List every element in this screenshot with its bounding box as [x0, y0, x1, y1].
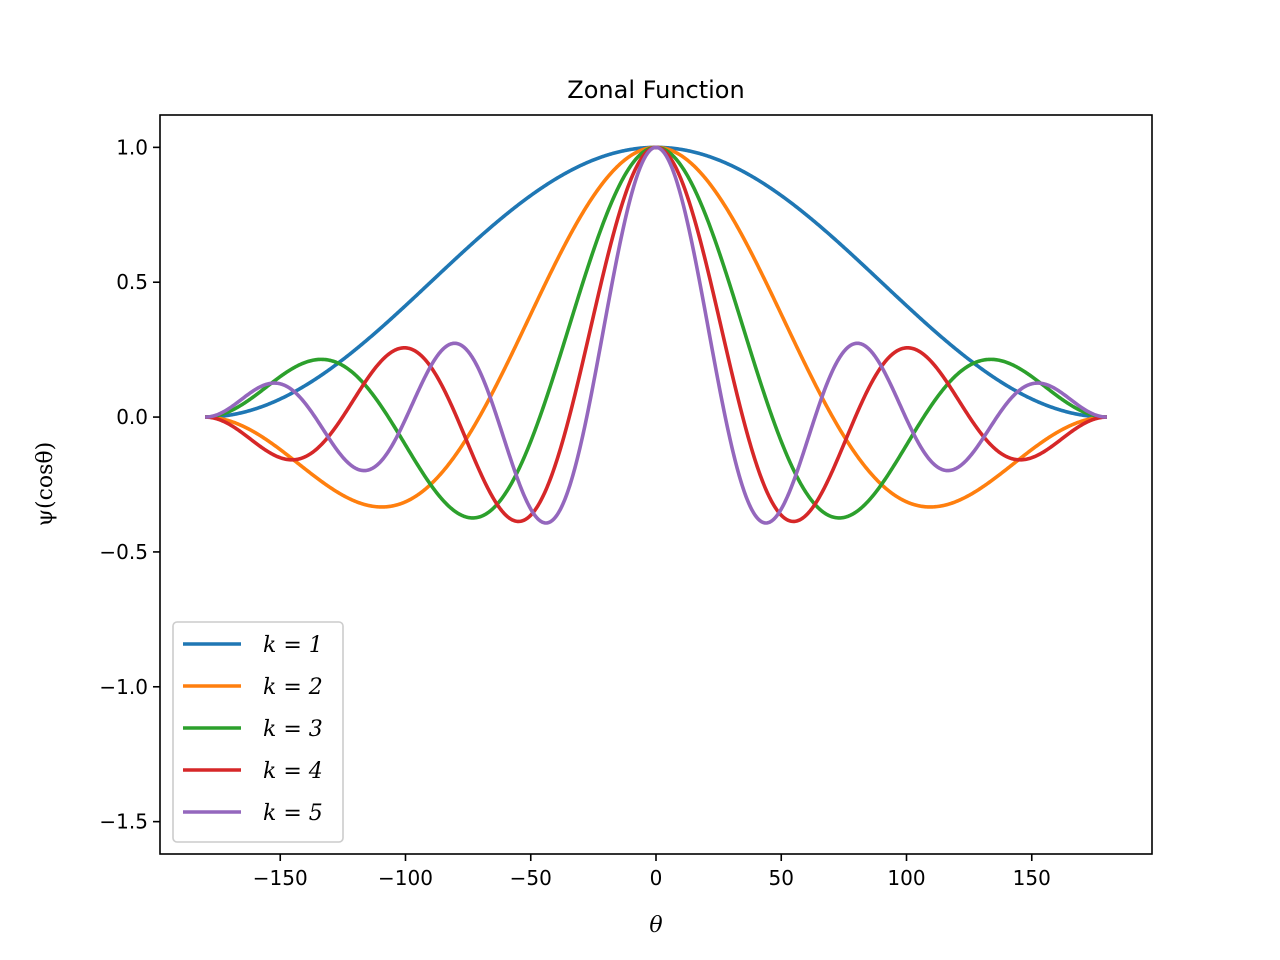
x-tick-label: 50 [769, 866, 794, 890]
y-tick-label: 0.5 [116, 270, 148, 294]
legend: k = 1 k = 2 k = 3 k = 4 k = 5 [172, 621, 344, 843]
x-axis-label: θ [649, 913, 662, 938]
x-axis-ticks: −150 −100 −50 0 50 100 150 [253, 854, 1051, 890]
y-tick-label: −0.5 [99, 540, 148, 564]
x-tick-label: −150 [253, 866, 308, 890]
y-axis-ticks: 1.0 0.5 0.0 −0.5 −1.0 −1.5 [99, 135, 160, 834]
y-tick-label: −1.5 [99, 810, 148, 834]
x-tick-label: 150 [1013, 866, 1051, 890]
y-axis-label: ψ(cosθ) [33, 442, 58, 527]
legend-box [172, 621, 344, 843]
x-tick-label: 0 [650, 866, 663, 890]
y-tick-label: −1.0 [99, 675, 148, 699]
x-tick-label: −100 [378, 866, 433, 890]
y-tick-label: 0.0 [116, 405, 148, 429]
series-line-k4 [204, 145, 1108, 524]
legend-label-k1: k = 1 [263, 633, 323, 658]
legend-label-k2: k = 2 [263, 675, 323, 700]
chart-title: Zonal Function [567, 76, 744, 104]
series-line-k1 [204, 145, 1108, 419]
x-tick-label: 100 [887, 866, 925, 890]
series-line-k5 [204, 145, 1108, 525]
legend-label-k4: k = 4 [263, 759, 323, 784]
legend-label-k5: k = 5 [263, 801, 323, 826]
x-tick-label: −50 [510, 866, 552, 890]
series-line-k3 [204, 145, 1108, 520]
legend-label-k3: k = 3 [263, 717, 323, 742]
plot-lines [204, 145, 1108, 525]
y-tick-label: 1.0 [116, 135, 148, 159]
